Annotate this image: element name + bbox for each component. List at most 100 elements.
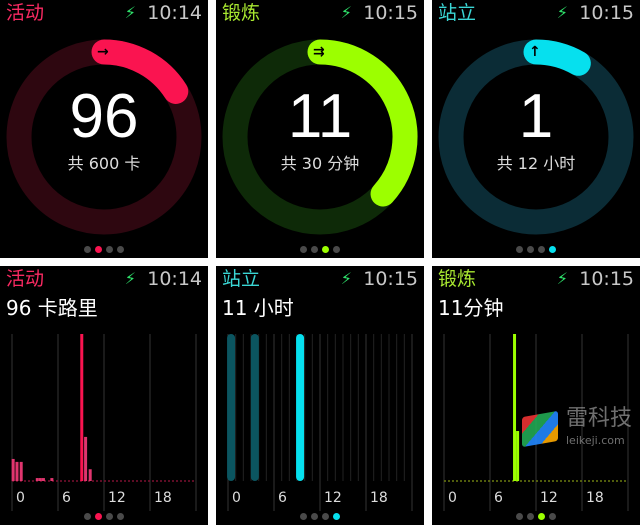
clock-time: 10:15 [363, 2, 418, 24]
charging-bolt-icon: ⚡ [556, 3, 568, 22]
bar [15, 461, 19, 481]
app-title: 锻炼 [222, 2, 261, 24]
page-indicator[interactable] [432, 513, 640, 520]
current-value: 11 [287, 82, 353, 151]
page-dot[interactable] [106, 513, 113, 520]
page-indicator[interactable] [432, 246, 640, 253]
page-dot[interactable] [84, 246, 91, 253]
hourly-chart [11, 334, 197, 511]
progress-ring [438, 39, 634, 235]
watermark-cube-icon [522, 410, 558, 448]
page-dot[interactable] [549, 246, 556, 253]
charging-bolt-icon: ⚡ [124, 3, 136, 22]
bar [80, 334, 84, 481]
page-dot[interactable] [333, 246, 340, 253]
page-dot[interactable] [527, 513, 534, 520]
app-title: 锻炼 [438, 268, 477, 290]
page-dot[interactable] [538, 246, 545, 253]
x-tick-label: 6 [62, 490, 71, 506]
bar [41, 478, 45, 481]
x-tick-label: 12 [540, 490, 558, 506]
clock-time: 10:14 [147, 268, 202, 290]
bar [84, 436, 88, 481]
charging-bolt-icon: ⚡ [340, 3, 352, 22]
summary-value: 96 卡路里 [6, 296, 98, 320]
watermark-url: leikeji.com [566, 434, 625, 447]
hourly-chart [443, 334, 629, 511]
chart-panel-stand: 站立 ⚡ 10:15 11 小时 0 6 12 18 [216, 266, 424, 525]
x-tick-label: 12 [108, 490, 126, 506]
page-dot[interactable] [516, 246, 523, 253]
page-indicator[interactable] [0, 513, 208, 520]
app-title: 活动 [6, 268, 45, 290]
ring-arrow-icon: ⇉ [313, 44, 325, 60]
x-tick-label: 0 [448, 490, 457, 506]
page-dot[interactable] [84, 513, 91, 520]
charging-bolt-icon: ⚡ [340, 269, 352, 288]
page-dot[interactable] [322, 246, 329, 253]
summary-value: 11分钟 [438, 296, 504, 320]
page-dot[interactable] [322, 513, 329, 520]
page-dot[interactable] [300, 246, 307, 253]
bar [50, 478, 54, 481]
x-tick-label: 18 [154, 490, 172, 506]
page-indicator[interactable] [0, 246, 208, 253]
progress-ring [222, 39, 418, 235]
x-tick-label: 0 [232, 490, 241, 506]
ring-panel-activity: 活动 ⚡ 10:14 → 96 共 600 卡 [0, 0, 208, 258]
clock-time: 10:15 [579, 2, 634, 24]
hourly-chart [227, 334, 413, 511]
page-dot[interactable] [333, 513, 340, 520]
page-indicator[interactable] [216, 246, 424, 253]
x-tick-label: 6 [494, 490, 503, 506]
clock-time: 10:14 [147, 2, 202, 24]
page-dot[interactable] [538, 513, 545, 520]
ring-progress-arc [523, 39, 591, 76]
x-tick-label: 18 [370, 490, 388, 506]
page-dot[interactable] [311, 246, 318, 253]
x-tick-label: 6 [278, 490, 287, 506]
clock-time: 10:15 [579, 268, 634, 290]
x-tick-label: 0 [16, 490, 25, 506]
summary-value: 11 小时 [222, 296, 294, 320]
page-dot[interactable] [311, 513, 318, 520]
page-dot[interactable] [95, 513, 102, 520]
x-tick-label: 18 [586, 490, 604, 506]
page-dot[interactable] [527, 246, 534, 253]
charging-bolt-icon: ⚡ [556, 269, 568, 288]
watermark-name: 雷科技 [566, 406, 633, 431]
bar [11, 458, 15, 481]
app-title: 站立 [222, 268, 261, 290]
ring-arrow-icon: → [97, 44, 109, 60]
progress-ring [6, 39, 202, 235]
page-dot[interactable] [117, 246, 124, 253]
ring-progress-arc [307, 39, 418, 207]
bar [35, 478, 39, 481]
clock-time: 10:15 [363, 268, 418, 290]
page-dot[interactable] [516, 513, 523, 520]
bar [19, 461, 23, 481]
chart-panel-activity: 活动 ⚡ 10:14 96 卡路里 0 6 12 18 [0, 266, 208, 525]
page-dot[interactable] [106, 246, 113, 253]
bar [88, 469, 92, 481]
page-dot[interactable] [95, 246, 102, 253]
ring-panel-exercise: 锻炼 ⚡ 10:15 ⇉ 11 共 30 分钟 [216, 0, 424, 258]
current-value: 96 [69, 82, 139, 151]
ring-progress-arc [91, 39, 189, 104]
bar [513, 334, 517, 481]
page-dot[interactable] [300, 513, 307, 520]
goal-text: 共 600 卡 [67, 154, 141, 173]
page-dot[interactable] [549, 513, 556, 520]
bar [38, 478, 42, 481]
x-tick-label: 12 [324, 490, 342, 506]
bar [516, 431, 520, 481]
charging-bolt-icon: ⚡ [124, 269, 136, 288]
page-dot[interactable] [117, 513, 124, 520]
chart-panel-exercise: 锻炼 ⚡ 10:15 11分钟 0 6 12 18 雷科技 leikeji.com [432, 266, 640, 525]
goal-text: 共 12 小时 [496, 154, 576, 173]
page-indicator[interactable] [216, 513, 424, 520]
app-title: 活动 [6, 2, 45, 24]
ring-panel-stand: 站立 ⚡ 10:15 ↑ 1 共 12 小时 [432, 0, 640, 258]
goal-text: 共 30 分钟 [280, 154, 360, 173]
ring-arrow-icon: ↑ [529, 44, 541, 60]
